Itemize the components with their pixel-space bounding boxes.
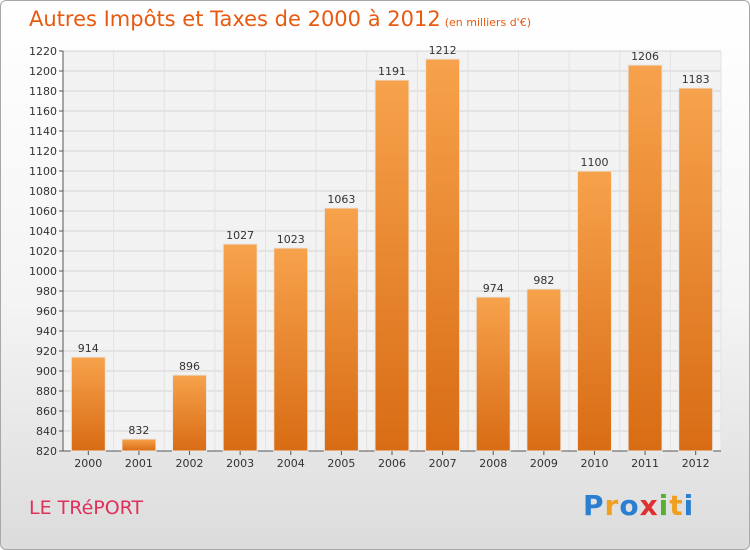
place-name: LE TRéPORT [29, 497, 144, 519]
y-tick-label: 1220 [29, 45, 57, 58]
x-tick-label-2002: 2002 [176, 457, 204, 470]
y-tick-label: 1180 [29, 85, 57, 98]
value-label-2012: 1183 [682, 73, 710, 86]
y-tick-label: 980 [36, 285, 57, 298]
bar-2000 [70, 356, 106, 452]
x-tick-label-2009: 2009 [530, 457, 558, 470]
x-tick-label-2010: 2010 [580, 457, 608, 470]
bar-2006 [374, 79, 410, 452]
y-tick-label: 820 [36, 445, 57, 458]
bar-2011 [627, 64, 663, 452]
value-label-2009: 982 [533, 274, 554, 287]
y-tick-label: 920 [36, 345, 57, 358]
y-tick-label: 960 [36, 305, 57, 318]
x-tick-label-2001: 2001 [125, 457, 153, 470]
y-tick-label: 1000 [29, 265, 57, 278]
value-label-2001: 832 [128, 424, 149, 437]
x-tick-label-2004: 2004 [277, 457, 305, 470]
y-tick-label: 940 [36, 325, 57, 338]
bar-2004 [273, 247, 309, 452]
y-tick-label: 1080 [29, 185, 57, 198]
y-tick-label: 840 [36, 425, 57, 438]
value-label-2010: 1100 [580, 156, 608, 169]
x-tick-label-2003: 2003 [226, 457, 254, 470]
value-label-2005: 1063 [327, 193, 355, 206]
y-tick-label: 1120 [29, 145, 57, 158]
y-tick-label: 900 [36, 365, 57, 378]
bar-2010 [576, 170, 612, 452]
bar-2005 [323, 207, 359, 452]
value-label-2008: 974 [483, 282, 504, 295]
bar-2003 [222, 243, 258, 452]
x-tick-label-2007: 2007 [429, 457, 457, 470]
value-label-2004: 1023 [277, 233, 305, 246]
y-tick-label: 1040 [29, 225, 57, 238]
chart-subtitle: (en milliers d'€) [444, 16, 531, 29]
x-tick-label-2011: 2011 [631, 457, 659, 470]
x-tick-label-2000: 2000 [74, 457, 102, 470]
bar-2008 [475, 296, 511, 452]
value-label-2003: 1027 [226, 229, 254, 242]
x-tick-label-2012: 2012 [682, 457, 710, 470]
x-tick-label-2006: 2006 [378, 457, 406, 470]
y-tick-label: 880 [36, 385, 57, 398]
y-tick-label: 860 [36, 405, 57, 418]
x-tick-label-2005: 2005 [327, 457, 355, 470]
value-label-2002: 896 [179, 360, 200, 373]
proxiti-logo: Proxiti [583, 489, 695, 522]
value-label-2011: 1206 [631, 50, 659, 63]
bar-2001 [121, 438, 157, 452]
y-tick-label: 1100 [29, 165, 57, 178]
y-tick-label: 1020 [29, 245, 57, 258]
bar-2002 [172, 374, 208, 452]
y-tick-label: 1060 [29, 205, 57, 218]
chart-title: Autres Impôts et Taxes de 2000 à 2012 (en… [29, 7, 531, 31]
x-tick-label-2008: 2008 [479, 457, 507, 470]
bar-2007 [425, 58, 461, 452]
y-tick-label: 1160 [29, 105, 57, 118]
value-label-2006: 1191 [378, 65, 406, 78]
y-tick-label: 1200 [29, 65, 57, 78]
chart-title-text: Autres Impôts et Taxes de 2000 à 2012 [29, 7, 441, 31]
value-label-2000: 914 [78, 342, 99, 355]
bar-2009 [526, 288, 562, 452]
y-tick-label: 1140 [29, 125, 57, 138]
value-label-2007: 1212 [429, 44, 457, 57]
bar-2012 [678, 87, 714, 452]
